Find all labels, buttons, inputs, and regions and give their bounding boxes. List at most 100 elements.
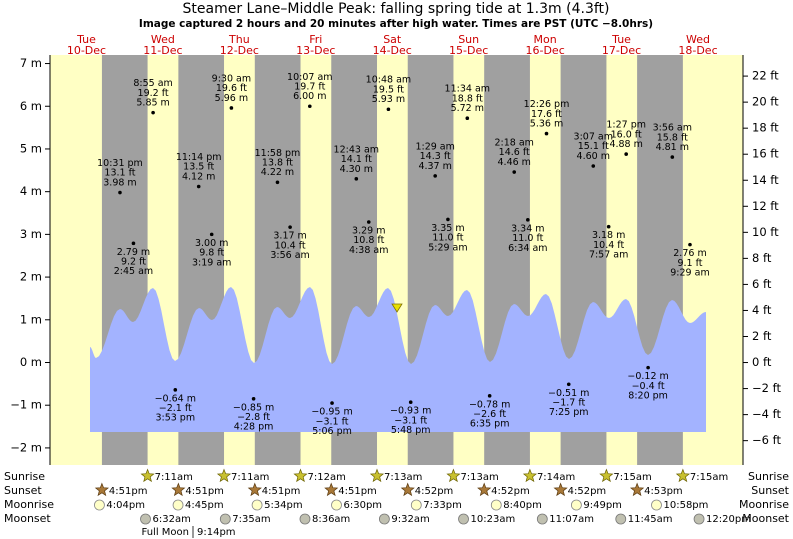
tide-time: 4:38 am bbox=[349, 245, 388, 256]
tide-ft: 13.8 ft bbox=[262, 157, 293, 168]
current-level-marker bbox=[391, 303, 403, 313]
moonset-time: 8:36am bbox=[312, 514, 350, 525]
moonrise-icon bbox=[94, 499, 105, 511]
day-date: 16-Dec bbox=[525, 44, 564, 57]
chart-title: Steamer Lane–Middle Peak: falling spring… bbox=[183, 1, 610, 17]
tide-point bbox=[308, 104, 312, 109]
tide-time: 11:34 am bbox=[445, 84, 490, 95]
moonset-icon bbox=[378, 513, 390, 525]
row-label: Moonset bbox=[742, 512, 789, 525]
tide-m: 3.35 m bbox=[431, 223, 464, 234]
moonrise-icon bbox=[490, 499, 502, 511]
y-tick-label: 0 m bbox=[20, 355, 42, 369]
y-tick-label: 1 m bbox=[20, 312, 42, 326]
y-tick-label: 6 m bbox=[20, 99, 42, 113]
moonset-icon bbox=[693, 513, 705, 525]
day-date: 13-Dec bbox=[296, 44, 335, 57]
moonrise-icon bbox=[251, 499, 263, 511]
moonrise-time: 7:33pm bbox=[423, 500, 462, 511]
tide-point bbox=[646, 365, 650, 370]
y2-tick-label: −2 ft bbox=[752, 381, 781, 395]
day-name: Mon bbox=[534, 33, 557, 46]
tide-m: 5.85 m bbox=[136, 98, 169, 109]
tide-m: 3.18 m bbox=[592, 230, 625, 241]
tide-m: −0.64 m bbox=[155, 393, 196, 404]
tide-time: 1:29 am bbox=[415, 141, 454, 152]
day-name: Thu bbox=[228, 33, 250, 46]
tide-ft: 19.7 ft bbox=[294, 81, 325, 92]
sunset-time: 4:51pm bbox=[185, 486, 224, 497]
sunset-icon bbox=[247, 482, 262, 497]
sunset-time: 4:52pm bbox=[415, 486, 454, 497]
tide-time: 12:43 am bbox=[334, 144, 379, 155]
tide-point bbox=[354, 177, 359, 181]
tide-ft: 10.4 ft bbox=[593, 240, 624, 251]
tide-time: 3:56 am bbox=[653, 123, 692, 134]
tide-m: −0.78 m bbox=[469, 399, 510, 410]
moonrise-icon bbox=[172, 499, 184, 511]
tide-ft: 13.5 ft bbox=[183, 162, 214, 173]
tide-time: 6:34 am bbox=[508, 243, 547, 254]
moonrise-time: 10:58pm bbox=[663, 500, 708, 511]
tide-time: 7:25 pm bbox=[549, 407, 589, 418]
y2-tick-label: 12 ft bbox=[752, 199, 779, 213]
moonset-time: 11:07am bbox=[549, 514, 594, 525]
tide-point bbox=[151, 110, 155, 115]
tide-m: 2.76 m bbox=[673, 248, 706, 259]
moonset-time: 9:32am bbox=[391, 514, 429, 525]
tide-point bbox=[566, 382, 571, 387]
day-date: 15-Dec bbox=[449, 44, 488, 57]
moonset-time: 7:35am bbox=[232, 514, 270, 525]
y-tick-label: 4 m bbox=[20, 184, 42, 198]
tide-point bbox=[251, 397, 256, 401]
sunset-icon bbox=[629, 482, 645, 497]
row-label: Sunset bbox=[4, 484, 42, 497]
y2-tick-label: −6 ft bbox=[752, 433, 781, 447]
tide-point bbox=[526, 218, 530, 222]
sunrise-icon bbox=[293, 468, 308, 483]
sunset-icon bbox=[94, 482, 109, 497]
tide-ft: 17.6 ft bbox=[531, 109, 562, 120]
tide-time: 6:35 pm bbox=[470, 419, 510, 430]
y-tick-label: 2 m bbox=[20, 270, 42, 284]
tide-point bbox=[408, 400, 413, 405]
moonset-time: 12:20pm bbox=[706, 514, 751, 525]
water-area bbox=[90, 287, 706, 432]
tide-point bbox=[229, 106, 234, 110]
tide-ft: 10.8 ft bbox=[353, 235, 384, 246]
tide-time: 3:56 am bbox=[270, 250, 309, 261]
y2-tick-label: 20 ft bbox=[752, 95, 779, 109]
moon-phase-time: 9:14pm bbox=[197, 527, 236, 538]
tide-point bbox=[446, 217, 450, 222]
tide-m: −0.93 m bbox=[390, 406, 431, 417]
tide-point bbox=[386, 107, 391, 112]
tide-m: 4.88 m bbox=[609, 139, 642, 150]
tide-point bbox=[591, 164, 596, 168]
tide-ft: 13.1 ft bbox=[104, 168, 135, 179]
tide-time: 5:29 am bbox=[428, 242, 467, 253]
day-date: 17-Dec bbox=[602, 44, 641, 57]
tide-ft: −2.8 ft bbox=[237, 412, 270, 423]
tide-time: 10:07 am bbox=[287, 72, 332, 83]
tide-ft: −3.1 ft bbox=[316, 416, 349, 427]
tide-point bbox=[118, 190, 122, 195]
sunrise-icon bbox=[216, 468, 232, 483]
tide-point bbox=[275, 180, 280, 185]
tide-ft: 9.2 ft bbox=[121, 257, 146, 268]
chart-subtitle: Image captured 2 hours and 20 minutes af… bbox=[139, 18, 653, 30]
y2-tick-label: 22 ft bbox=[752, 69, 779, 83]
sunset-time: 4:52pm bbox=[568, 486, 607, 497]
sunrise-time: 7:15am bbox=[613, 472, 651, 483]
tide-time: 10:48 am bbox=[366, 75, 411, 86]
tide-point bbox=[606, 224, 611, 229]
y2-tick-label: −4 ft bbox=[752, 407, 781, 421]
row-label: Moonrise bbox=[4, 498, 54, 511]
tide-time: 4:28 pm bbox=[234, 422, 274, 433]
sunset-time: 4:53pm bbox=[644, 486, 683, 497]
day-name: Tue bbox=[76, 33, 96, 46]
tide-m: 4.12 m bbox=[182, 171, 215, 182]
tide-time: 11:58 pm bbox=[255, 148, 301, 159]
tide-ft: 16.0 ft bbox=[611, 129, 642, 140]
tide-ft: 18.8 ft bbox=[452, 93, 483, 104]
